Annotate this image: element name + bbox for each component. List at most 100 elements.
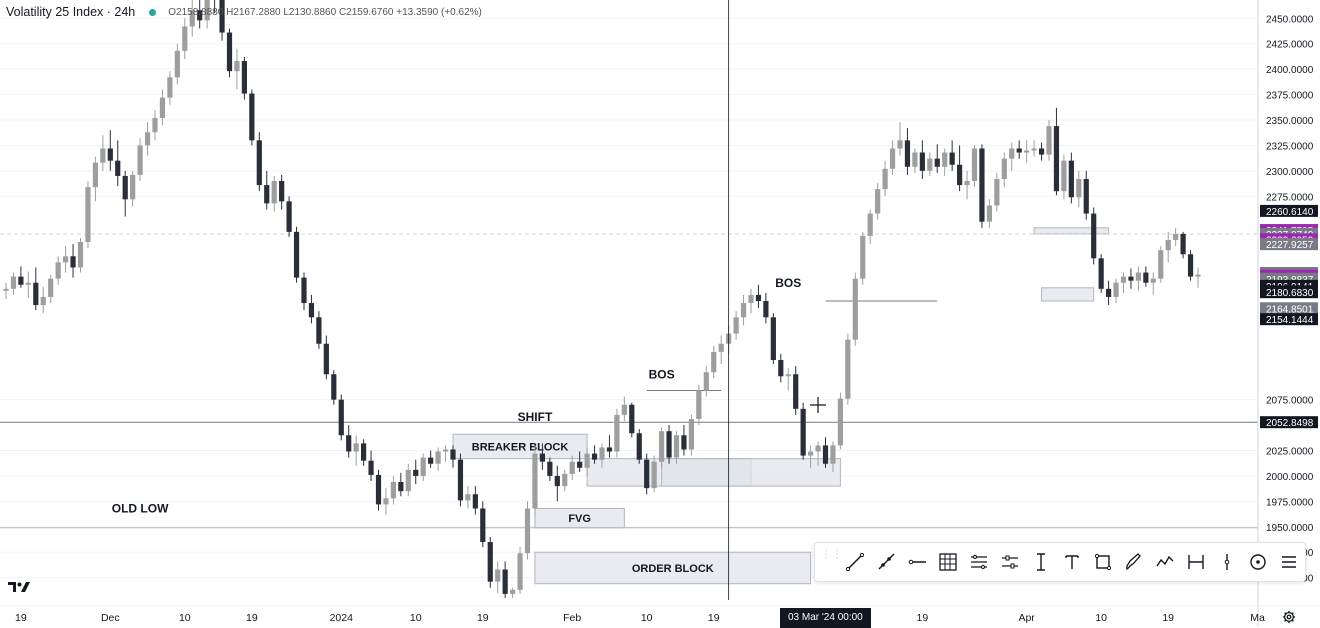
more-icon[interactable] bbox=[1273, 547, 1304, 577]
circle-icon[interactable] bbox=[1242, 547, 1273, 577]
candle bbox=[122, 170, 128, 217]
candle bbox=[815, 441, 821, 466]
price-tick-label: 2075.0000 bbox=[1266, 396, 1314, 407]
candle-body bbox=[577, 461, 583, 468]
candle bbox=[152, 109, 158, 141]
candle-body bbox=[271, 181, 277, 204]
candle bbox=[681, 425, 687, 456]
vertical-line-icon[interactable] bbox=[1211, 547, 1242, 577]
candle bbox=[457, 453, 464, 507]
candle-body bbox=[1106, 288, 1112, 297]
price-label-bg bbox=[1260, 416, 1318, 429]
horizontal-ray-icon[interactable] bbox=[901, 547, 932, 577]
candle-body bbox=[1076, 178, 1082, 198]
candle bbox=[316, 311, 322, 349]
candle-body bbox=[994, 178, 1000, 206]
candle-body bbox=[442, 449, 449, 452]
candle-body bbox=[174, 50, 180, 78]
candle bbox=[1135, 266, 1141, 291]
candle-body bbox=[428, 457, 434, 464]
candle bbox=[214, 0, 216, 14]
candle-body bbox=[867, 213, 873, 236]
vertical-text-icon[interactable] bbox=[1025, 547, 1056, 577]
candle-body bbox=[1038, 148, 1045, 155]
candle-body bbox=[778, 360, 784, 377]
candle-body bbox=[331, 374, 337, 400]
candle-body bbox=[1098, 258, 1104, 289]
candle-body bbox=[1031, 148, 1037, 151]
candle bbox=[115, 140, 121, 187]
candle bbox=[353, 435, 359, 466]
rectangle-icon[interactable] bbox=[1087, 547, 1118, 577]
time-tick-label: Apr bbox=[1018, 612, 1035, 624]
candle-body bbox=[614, 414, 620, 452]
candle-body bbox=[986, 205, 992, 222]
candle bbox=[420, 453, 426, 482]
price-tick-label: 2275.0000 bbox=[1266, 192, 1314, 203]
candle-body bbox=[889, 148, 896, 169]
candle bbox=[174, 43, 180, 85]
symbol-title[interactable]: Volatility 25 Index · 24h bbox=[6, 5, 136, 19]
bos-label-2: BOS bbox=[775, 276, 801, 290]
candle-body bbox=[1180, 233, 1186, 255]
candle-body bbox=[122, 175, 128, 200]
candle bbox=[256, 132, 262, 192]
text-icon[interactable] bbox=[1056, 547, 1087, 577]
price-tick-label: 2000.0000 bbox=[1266, 472, 1314, 483]
trend-line-icon[interactable] bbox=[839, 547, 870, 577]
candle-body bbox=[18, 276, 24, 285]
candle bbox=[696, 384, 702, 426]
candle-body bbox=[673, 435, 680, 458]
candle bbox=[3, 282, 9, 299]
candle bbox=[1143, 266, 1149, 287]
candle bbox=[435, 447, 441, 471]
toolbar-drag-handle-icon[interactable]: ⋮⋮ bbox=[821, 549, 843, 560]
candle bbox=[487, 536, 493, 588]
candle-body bbox=[375, 474, 382, 505]
candle-body bbox=[897, 140, 903, 149]
candle-body bbox=[144, 132, 151, 146]
parallel-channel-icon[interactable] bbox=[963, 547, 994, 577]
ohlc-values: O2158.8880 H2167.2880 L2130.8860 C2159.6… bbox=[168, 6, 482, 18]
candle-body bbox=[10, 276, 17, 289]
candle-body bbox=[517, 553, 523, 590]
price-label: 2227.9257 bbox=[1260, 238, 1318, 251]
date-range-icon[interactable] bbox=[1180, 547, 1211, 577]
candle-body bbox=[949, 152, 955, 165]
candle bbox=[219, 0, 225, 41]
regression-icon[interactable] bbox=[994, 547, 1025, 577]
candle bbox=[629, 402, 635, 438]
candle-body bbox=[830, 445, 836, 464]
candle bbox=[584, 447, 590, 476]
candle bbox=[621, 396, 627, 422]
price-tick-label: 2325.0000 bbox=[1266, 141, 1314, 152]
candle bbox=[986, 199, 992, 228]
candle bbox=[159, 89, 166, 126]
candle bbox=[1061, 154, 1067, 200]
candle-body bbox=[1150, 278, 1156, 283]
candle bbox=[934, 144, 940, 173]
price-label: 2260.6140 bbox=[1260, 204, 1318, 218]
candle-body bbox=[55, 262, 61, 279]
candle bbox=[390, 475, 396, 505]
candle bbox=[860, 231, 866, 285]
candle bbox=[63, 246, 69, 273]
candle-body bbox=[882, 168, 888, 190]
fib-grid-icon[interactable] bbox=[932, 547, 963, 577]
brush-icon[interactable] bbox=[1118, 547, 1149, 577]
candle bbox=[375, 469, 382, 511]
settings-gear-icon[interactable] bbox=[1282, 610, 1296, 624]
path-icon[interactable] bbox=[1149, 547, 1180, 577]
candle-body bbox=[241, 61, 247, 94]
candle-body bbox=[696, 390, 702, 419]
candle bbox=[1098, 254, 1104, 293]
candle-body bbox=[457, 459, 464, 501]
candle bbox=[666, 425, 672, 464]
tradingview-logo[interactable] bbox=[8, 580, 30, 594]
candle bbox=[1038, 142, 1045, 161]
candle-body bbox=[40, 296, 46, 306]
ray-icon[interactable] bbox=[870, 547, 901, 577]
candle bbox=[234, 48, 240, 90]
candle-body bbox=[651, 461, 657, 489]
